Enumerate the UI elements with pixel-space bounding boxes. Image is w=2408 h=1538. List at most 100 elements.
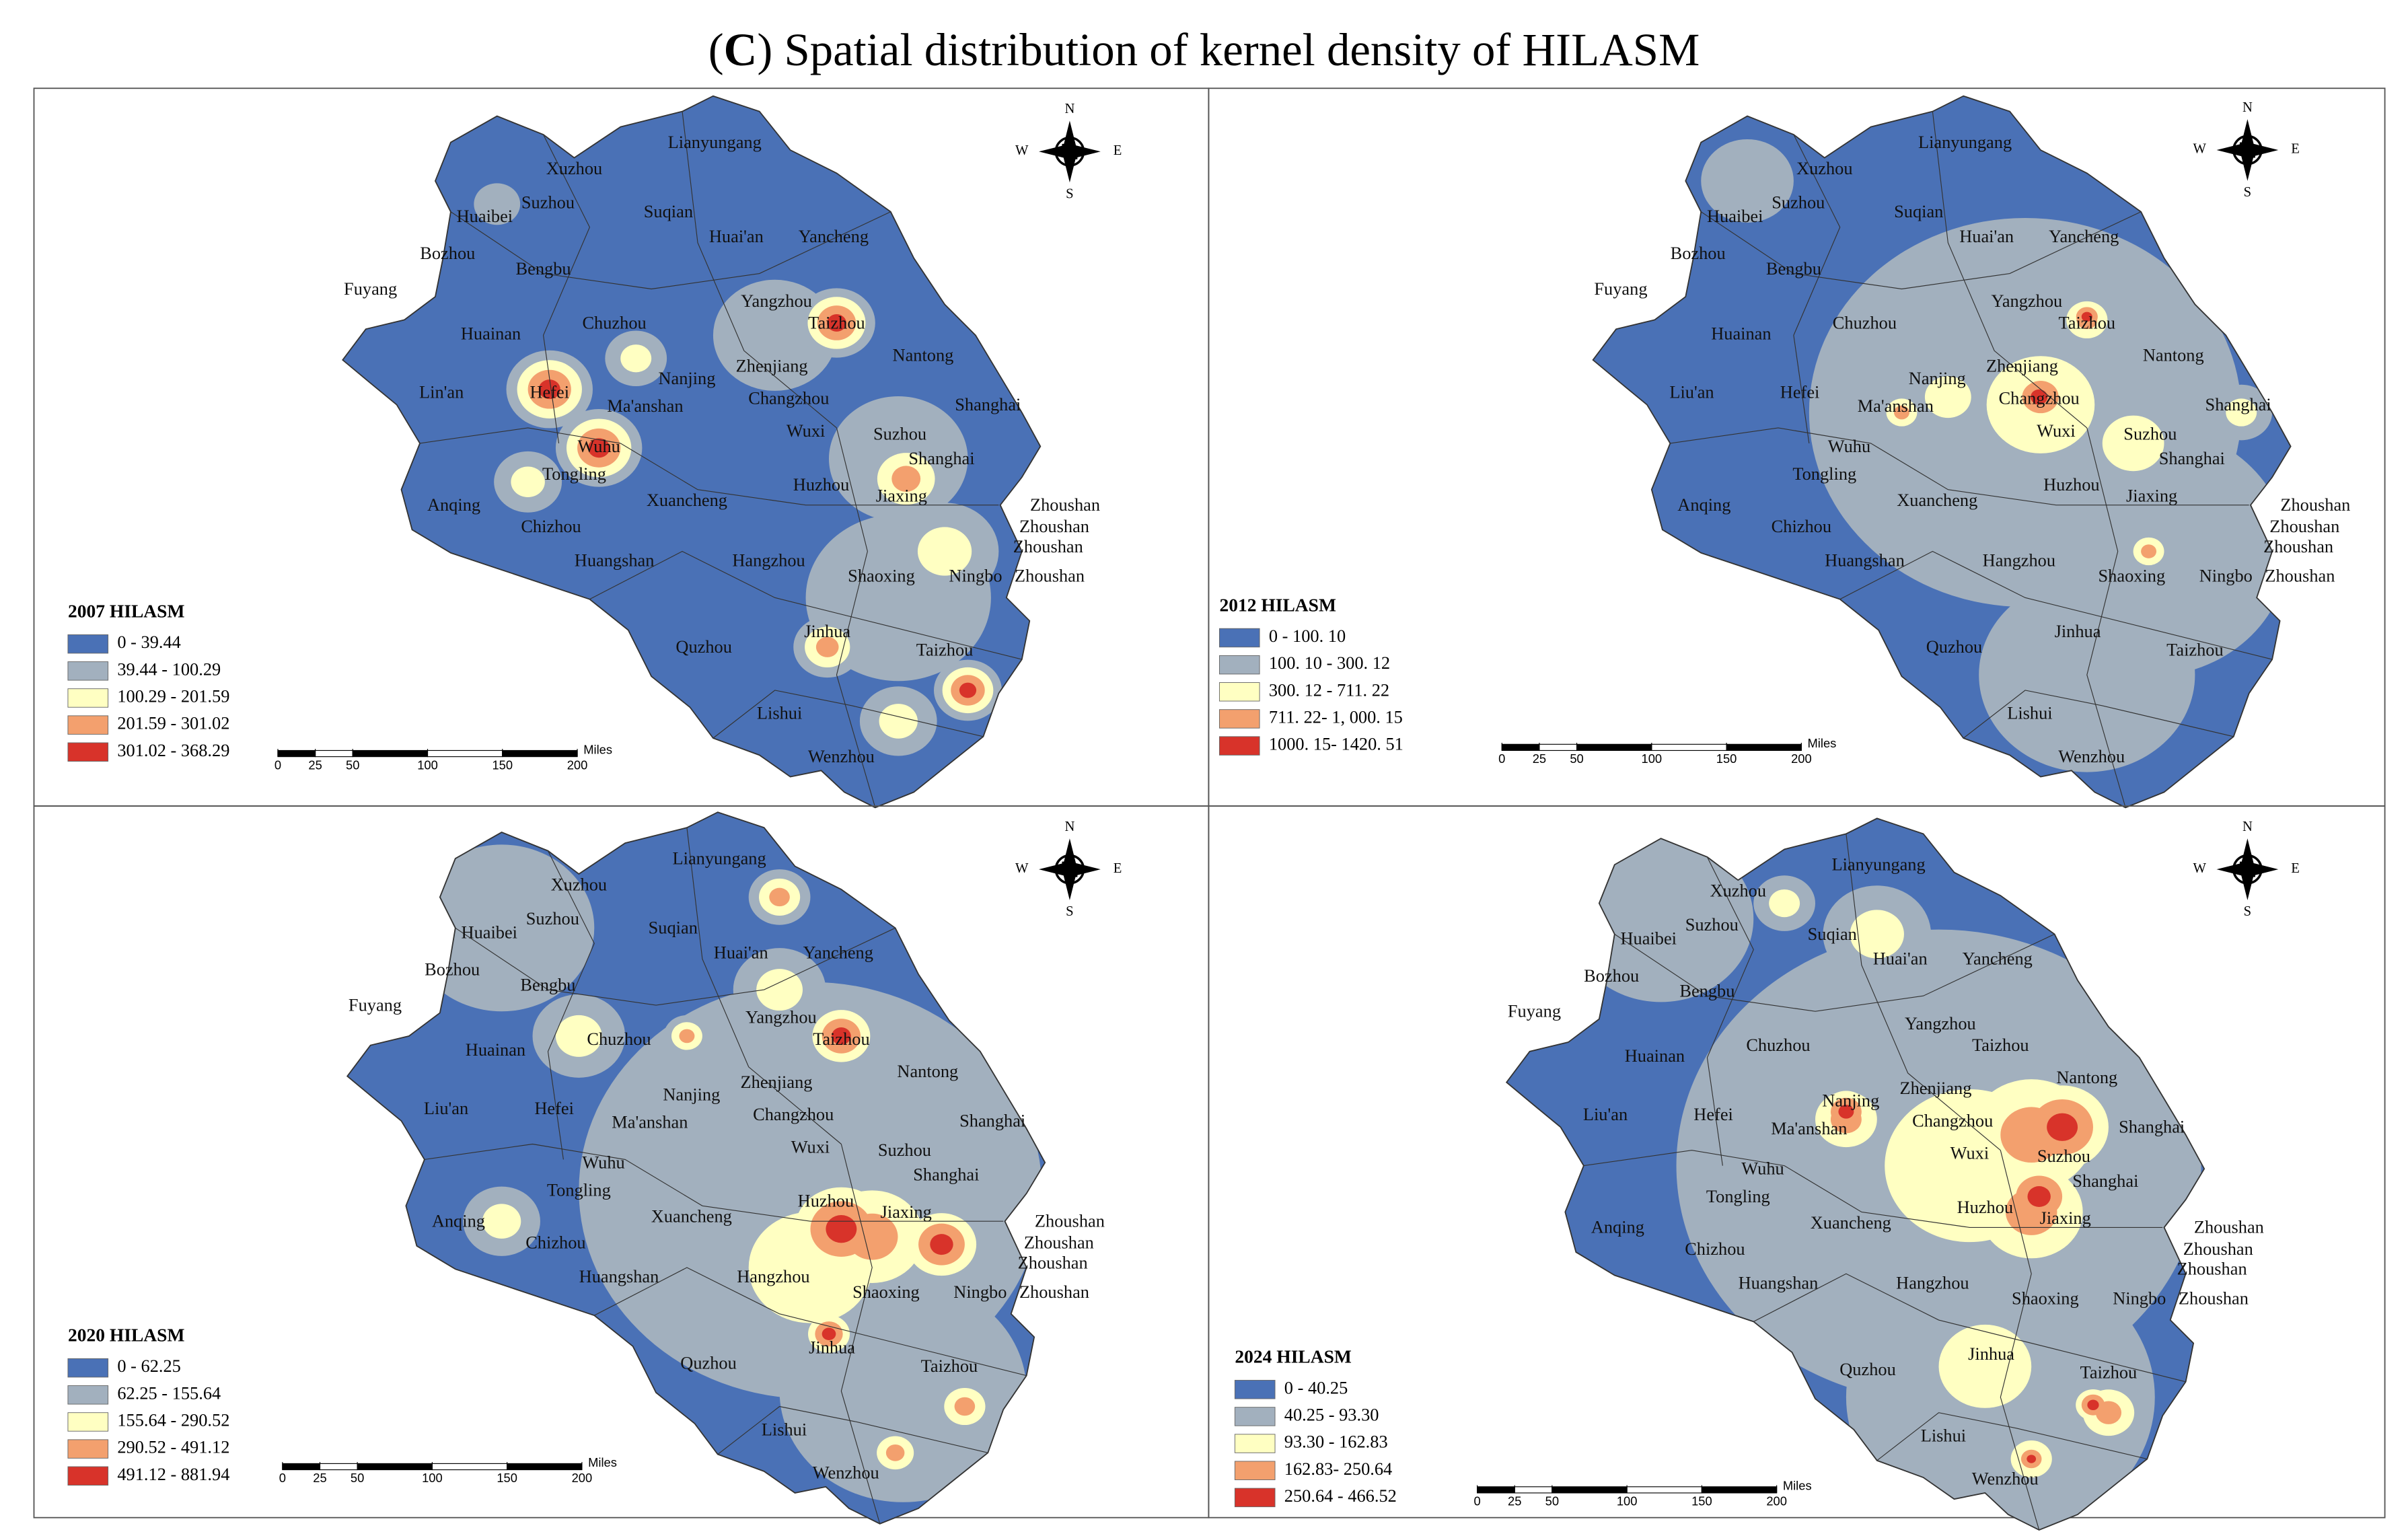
- density-zone: [826, 1215, 857, 1243]
- city-label: Huainan: [466, 1039, 525, 1060]
- compass-center: [1069, 151, 1078, 159]
- city-label: Suqian: [1808, 924, 1857, 944]
- city-label: Shanghai: [908, 448, 974, 468]
- city-label: Zhoushan: [2179, 1288, 2249, 1308]
- city-label: Yangzhou: [1905, 1013, 1976, 1033]
- legend-swatch: [1234, 1380, 1276, 1399]
- city-label: Bengbu: [1766, 258, 1821, 279]
- compass-label: W: [1015, 143, 1029, 158]
- city-label: Bozhou: [420, 243, 475, 263]
- legend-title: 2020 HILASM: [68, 1325, 185, 1346]
- legend-label: 250.64 - 466.52: [1284, 1486, 1397, 1506]
- scale-label: 0: [275, 758, 281, 772]
- city-label: Wuhu: [577, 436, 620, 456]
- density-zone: [1938, 1324, 2032, 1408]
- city-label: Zhenjiang: [736, 356, 808, 376]
- scale-label: 25: [1533, 752, 1546, 766]
- city-label: Lianyungang: [1831, 854, 1925, 875]
- city-label: Wuxi: [1950, 1143, 1990, 1163]
- legend-swatch: [1234, 1434, 1276, 1453]
- city-label: Wuhu: [1741, 1159, 1784, 1179]
- city-label: Yancheng: [1963, 949, 2033, 969]
- legend-label: 100. 10 - 300. 12: [1269, 653, 1390, 673]
- city-label: Wuhu: [582, 1152, 624, 1172]
- city-label: Changzhou: [1999, 388, 2080, 408]
- city-label: Suzhou: [878, 1140, 931, 1160]
- city-label: Yancheng: [2049, 226, 2119, 246]
- city-label: Changzhou: [1912, 1110, 1993, 1130]
- city-label: Yancheng: [799, 226, 869, 246]
- legend-label: 100.29 - 201.59: [117, 686, 229, 706]
- city-label: Liu'an: [1669, 382, 1714, 402]
- city-label: Zhoushan: [1024, 1233, 1094, 1253]
- density-zone: [474, 183, 521, 225]
- scale-segment: [1651, 743, 1727, 752]
- city-label: Bengbu: [516, 258, 571, 279]
- city-label: Huaibei: [457, 206, 513, 226]
- city-label: Taizhou: [2166, 640, 2224, 660]
- city-label: Taizhou: [2059, 312, 2116, 332]
- boundary: [594, 1267, 1027, 1377]
- boundary: [1706, 856, 1754, 1166]
- map: [1506, 818, 2205, 1531]
- legend-label: 62.25 - 155.64: [117, 1383, 221, 1403]
- compass-center: [2247, 869, 2255, 877]
- city-label: Quzhou: [680, 1353, 737, 1373]
- density-zone: [588, 438, 610, 458]
- legend-swatch: [1218, 682, 1260, 702]
- city-label: Hangzhou: [1896, 1272, 1969, 1292]
- density-zone: [2027, 1186, 2051, 1207]
- boundary: [1583, 1150, 2163, 1228]
- scale-label: 200: [567, 758, 588, 772]
- boundary: [1932, 111, 2088, 429]
- density-zone: [832, 1027, 851, 1045]
- city-label: Zhoushan: [2194, 1217, 2264, 1237]
- scale-label: 0: [1473, 1494, 1480, 1508]
- city-label: Suqian: [1894, 201, 1943, 221]
- legend-swatch: [67, 742, 109, 762]
- boundary: [713, 690, 984, 739]
- map-outline: [1505, 817, 2205, 1531]
- scale-segment: [282, 1463, 321, 1471]
- city-label: Yancheng: [803, 942, 873, 962]
- city-label: Huainan: [461, 323, 521, 343]
- legend-swatch: [1234, 1488, 1276, 1508]
- compass-center: [2247, 150, 2255, 158]
- map-outline: [342, 95, 1042, 809]
- city-label: Wenzhou: [808, 746, 875, 766]
- city-label: Nantong: [2056, 1067, 2117, 1087]
- city-label: Huaibei: [1707, 206, 1763, 226]
- city-label: Tongling: [1706, 1186, 1770, 1206]
- boundary: [542, 134, 591, 443]
- compass-label: S: [2244, 904, 2251, 919]
- legend-label: 155.64 - 290.52: [117, 1410, 229, 1430]
- scale-unit: Miles: [583, 742, 612, 756]
- city-label: Shanghai: [2159, 448, 2225, 468]
- city-label: Chizhou: [1772, 516, 1831, 536]
- legend-label: 0 - 40.25: [1284, 1377, 1348, 1397]
- city-label: Bozhou: [425, 959, 480, 980]
- city-label: Taizhou: [916, 640, 974, 660]
- city-label: Hefei: [1693, 1104, 1733, 1124]
- density-zone: [891, 466, 921, 492]
- city-label: Taizhou: [808, 312, 865, 332]
- city-label: Jiaxing: [2126, 485, 2177, 505]
- scale-segment: [1701, 1486, 1778, 1494]
- city-label: Huzhou: [2043, 474, 2100, 495]
- density-zone: [917, 527, 972, 576]
- boundary: [455, 927, 896, 1006]
- boundary: [424, 1143, 1004, 1222]
- scale-segment: [315, 749, 353, 758]
- map: [342, 96, 1041, 808]
- compass-label: S: [1066, 186, 1073, 201]
- city-label: Huangshan: [575, 550, 655, 571]
- city-label: Hangzhou: [1983, 550, 2055, 571]
- city-label: Yangzhou: [1991, 291, 2062, 311]
- city-label: Fuyang: [349, 994, 402, 1015]
- city-label: Suzhou: [526, 908, 579, 928]
- city-label: Xuancheng: [1811, 1212, 1891, 1233]
- city-label: Quzhou: [1839, 1359, 1896, 1379]
- legend-label: 1000. 15- 1420. 51: [1269, 734, 1403, 754]
- density-zone: [1769, 889, 1800, 918]
- legend-label: 301.02 - 368.29: [117, 740, 229, 760]
